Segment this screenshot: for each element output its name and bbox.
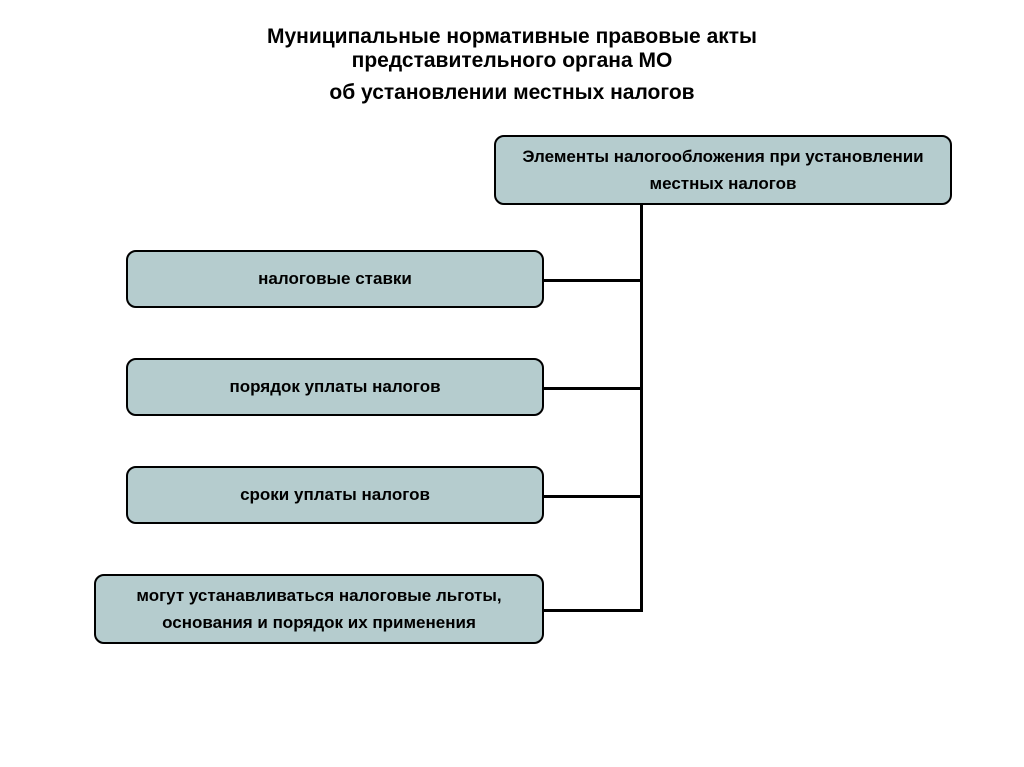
child-label-3: могут устанавливаться налоговые льготы, … [108, 582, 530, 636]
branch-connector-2 [544, 495, 643, 498]
child-label-2: сроки уплаты налогов [240, 481, 430, 508]
root-label: Элементы налогообложения при установлени… [508, 143, 938, 197]
title-line-2: представительного органа МО [0, 49, 1024, 73]
child-label-0: налоговые ставки [258, 265, 412, 292]
child-node-3: могут устанавливаться налоговые льготы, … [94, 574, 544, 644]
branch-connector-0 [544, 279, 643, 282]
branch-connector-1 [544, 387, 643, 390]
branch-connector-3 [544, 609, 643, 612]
title-block: Муниципальные нормативные правовые акты … [0, 0, 1024, 115]
child-node-0: налоговые ставки [126, 250, 544, 308]
title-line-3: об установлении местных налогов [0, 81, 1024, 105]
child-label-1: порядок уплаты налогов [229, 373, 440, 400]
title-line-1: Муниципальные нормативные правовые акты [0, 25, 1024, 49]
child-node-2: сроки уплаты налогов [126, 466, 544, 524]
root-node: Элементы налогообложения при установлени… [494, 135, 952, 205]
diagram-container: Элементы налогообложения при установлени… [0, 115, 1024, 735]
child-node-1: порядок уплаты налогов [126, 358, 544, 416]
trunk-connector [640, 205, 643, 612]
